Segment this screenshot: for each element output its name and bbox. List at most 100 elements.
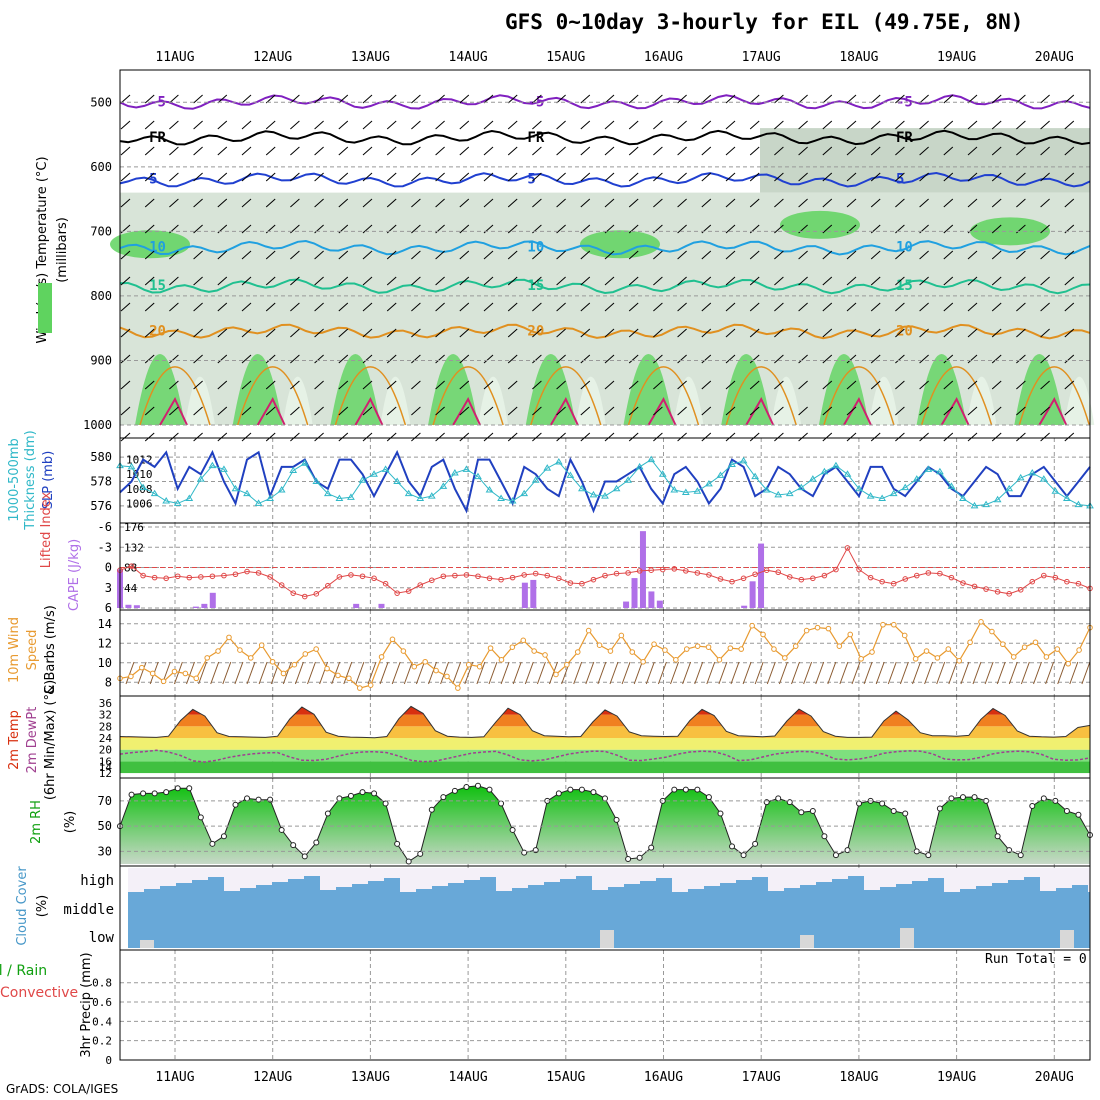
wind-barb (362, 380, 373, 390)
rh-point (417, 850, 424, 857)
wind10-barb (718, 661, 728, 685)
wind-barb (459, 432, 470, 442)
rh-point (809, 808, 816, 815)
wind-barb (580, 94, 591, 104)
li-tick: 0 (105, 561, 112, 575)
wind-barb (919, 354, 929, 364)
rh-point (694, 786, 701, 793)
wind-barb (435, 432, 445, 442)
wind-barb (532, 432, 542, 442)
warm-loop (139, 366, 211, 426)
cape-bar (125, 604, 132, 608)
temp-contour-label: 10 (896, 240, 913, 256)
precip-tick: 0.4 (92, 1015, 112, 1028)
li-point (683, 568, 689, 574)
cloud-high-bar (560, 879, 576, 892)
wind10-point (356, 685, 363, 691)
wind-barb (895, 146, 905, 156)
wind10-barb (851, 661, 861, 685)
panel-label-line: 10m Wind (7, 617, 22, 683)
cloud-high-bar (592, 890, 608, 892)
wind-barb (144, 172, 155, 182)
wind-barb (774, 276, 784, 286)
wind-barb (169, 250, 179, 260)
wind-barb (1016, 432, 1026, 442)
wind-barb (411, 328, 421, 338)
wind-barb (798, 172, 808, 182)
wind-barb (1016, 250, 1026, 260)
wind-tick: 12 (98, 636, 112, 650)
thickness-point (173, 499, 182, 506)
rh-blob (232, 354, 283, 425)
dewpt-label: 2m DewPt (25, 707, 40, 774)
rh-point (740, 852, 747, 859)
wind10-barb (803, 661, 813, 685)
rh-area (120, 785, 1090, 864)
wind-barb (556, 276, 566, 286)
cape-bar (639, 531, 646, 608)
li-point (417, 582, 424, 588)
wind-barb (483, 406, 494, 416)
wind10-point (825, 625, 832, 632)
wind10-barb (379, 661, 389, 685)
rh-point (879, 800, 886, 807)
wind-barb (725, 380, 736, 390)
hot-loop (159, 397, 188, 426)
wind-barb (580, 172, 591, 182)
panel-label-line: 2m Temp (7, 710, 22, 770)
cape-bar (378, 603, 385, 608)
thickness-point (266, 494, 275, 502)
wind-barb (459, 302, 470, 312)
rh-point (936, 805, 943, 812)
wind10-point (226, 634, 232, 641)
wind10-point (792, 643, 799, 649)
thickness-point (381, 465, 390, 472)
wind10-point (444, 673, 450, 680)
wind-barb (677, 250, 687, 260)
thickness-point (497, 494, 505, 502)
cloud-level-label: high (80, 873, 114, 889)
temp-contour-label: 5 (896, 172, 904, 188)
wind10-barb (766, 661, 776, 685)
wind-barb (120, 250, 131, 260)
wind10-point (487, 645, 494, 651)
wind-barb (725, 432, 736, 442)
wind-barb (870, 302, 881, 312)
rh-point (1040, 795, 1047, 802)
wind-barb (870, 380, 881, 390)
wind-barb (411, 406, 421, 416)
wind-barb (991, 172, 1002, 182)
wind-barb (169, 120, 179, 130)
wind10-barb (536, 661, 546, 685)
wind-barb (290, 328, 300, 338)
rh-dry-notch (868, 376, 899, 425)
wind-barb (919, 120, 929, 130)
wind-barb (507, 172, 518, 182)
wind-barb (507, 406, 518, 416)
wind-barb (991, 146, 1002, 156)
rh-point (174, 785, 181, 792)
wind10-barb (778, 661, 788, 685)
wind-barb (895, 94, 905, 104)
wind-barb (822, 406, 833, 416)
wind10-point (324, 665, 330, 672)
li-point (452, 572, 458, 579)
rh-point (451, 787, 458, 794)
temp-contour-label: 15 (896, 278, 913, 294)
wind10-point (651, 641, 657, 648)
wind10-barb (173, 661, 183, 685)
wind-barb (653, 198, 663, 208)
cape-bar (656, 600, 663, 608)
wind10-barb (948, 661, 958, 685)
temp-contour-label: FR (149, 130, 166, 146)
li-point (890, 580, 897, 587)
wind-barb (1016, 380, 1026, 390)
wind-barb (628, 406, 639, 416)
wind-barb (120, 354, 131, 364)
wind-barb (435, 250, 445, 260)
li-tick: 6 (105, 601, 112, 615)
wind-barb (628, 146, 639, 156)
wind10-point (455, 685, 461, 691)
li-point (937, 570, 943, 577)
wind-barb (120, 276, 131, 286)
